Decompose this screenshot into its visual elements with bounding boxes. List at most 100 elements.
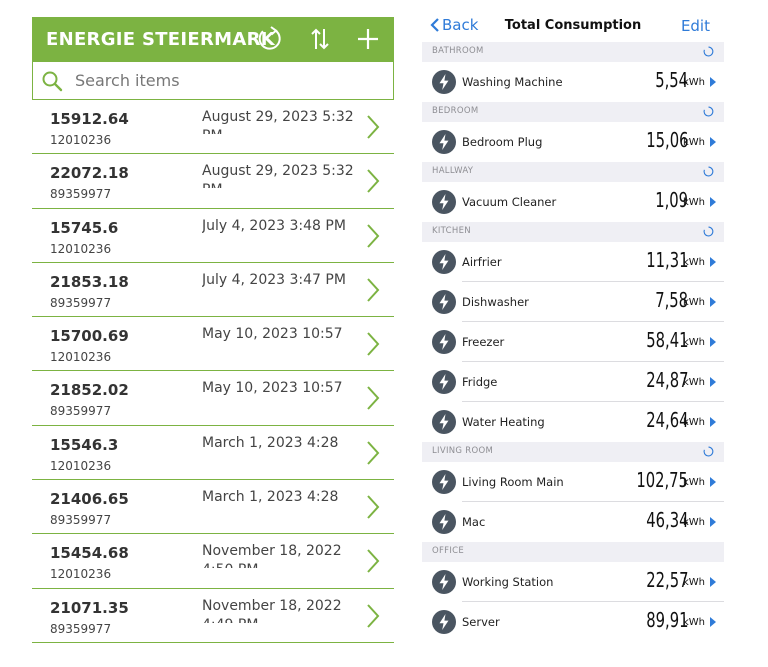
device-list: BATHROOM Washing Machine 5,54 kWh BEDROOM Bed… bbox=[422, 42, 724, 642]
chevron-right-icon[interactable] bbox=[364, 493, 382, 521]
lightning-icon bbox=[432, 410, 456, 434]
disclosure-arrow-icon[interactable] bbox=[710, 617, 716, 627]
disclosure-arrow-icon[interactable] bbox=[710, 137, 716, 147]
disclosure-arrow-icon[interactable] bbox=[710, 377, 716, 387]
device-row[interactable]: Vacuum Cleaner 1,09 kWh bbox=[422, 182, 724, 222]
reading-date: March 1, 2023 4:28 PM bbox=[202, 434, 339, 451]
row-divider bbox=[462, 281, 724, 282]
chevron-right-icon[interactable] bbox=[364, 602, 382, 630]
edit-button[interactable]: Edit bbox=[680, 17, 710, 35]
disclosure-arrow-icon[interactable] bbox=[710, 257, 716, 267]
device-row[interactable]: Airfrier 11,31 kWh bbox=[422, 242, 724, 282]
chevron-right-icon[interactable] bbox=[364, 222, 382, 250]
chevron-right-icon[interactable] bbox=[364, 276, 382, 304]
meter-number: 12010236 bbox=[50, 567, 112, 582]
device-name: Airfrier bbox=[462, 255, 502, 269]
reading-row[interactable]: 15546.3 12010236 March 1, 2023 4:28 PM bbox=[32, 426, 394, 481]
reading-row[interactable]: 15912.64 12010236 August 29, 2023 5:32 PM bbox=[32, 100, 394, 155]
disclosure-arrow-icon[interactable] bbox=[710, 477, 716, 487]
meter-number: 89359977 bbox=[50, 621, 112, 636]
add-icon[interactable] bbox=[352, 23, 384, 55]
chevron-right-icon[interactable] bbox=[364, 113, 382, 141]
consumption-value: 24,87 bbox=[645, 368, 688, 392]
sort-icon[interactable] bbox=[304, 23, 336, 55]
unit-label: kWh bbox=[682, 257, 705, 268]
meter-number: 89359977 bbox=[50, 404, 112, 419]
section-header: HALLWAY bbox=[422, 162, 724, 182]
reading-date: November 18, 2022 4:49 PM bbox=[202, 597, 342, 623]
chevron-right-icon[interactable] bbox=[364, 547, 382, 575]
section-header: OFFICE bbox=[422, 542, 724, 562]
chevron-right-icon[interactable] bbox=[364, 330, 382, 358]
search-input[interactable] bbox=[73, 70, 377, 91]
lightning-icon bbox=[432, 470, 456, 494]
device-name: Dishwasher bbox=[462, 295, 529, 309]
device-row[interactable]: Fridge 24,87 kWh bbox=[422, 362, 724, 402]
loading-spinner-icon bbox=[703, 46, 714, 57]
disclosure-arrow-icon[interactable] bbox=[710, 337, 716, 347]
disclosure-arrow-icon[interactable] bbox=[710, 297, 716, 307]
device-row[interactable]: Dishwasher 7,58 kWh bbox=[422, 282, 724, 322]
reading-row[interactable]: 21071.35 89359977 November 18, 2022 4:49 P… bbox=[32, 589, 394, 643]
section-name: HALLWAY bbox=[432, 166, 474, 176]
refresh-icon[interactable] bbox=[254, 23, 286, 55]
device-row[interactable]: Working Station 22,57 kWh bbox=[422, 562, 724, 602]
back-button[interactable]: Back bbox=[430, 16, 478, 34]
reading-row[interactable]: 21853.18 89359977 July 4, 2023 3:47 PM bbox=[32, 263, 394, 318]
consumption-value: 11,31 bbox=[645, 248, 688, 272]
disclosure-arrow-icon[interactable] bbox=[710, 77, 716, 87]
device-row[interactable]: Washing Machine 5,54 kWh bbox=[422, 62, 724, 102]
chevron-right-icon[interactable] bbox=[364, 167, 382, 195]
row-divider bbox=[462, 501, 724, 502]
row-divider bbox=[462, 601, 724, 602]
unit-label: kWh bbox=[682, 337, 705, 348]
chevron-right-icon[interactable] bbox=[364, 439, 382, 467]
unit-label: kWh bbox=[682, 77, 705, 88]
app-title: ENERGIE STEIERMARK bbox=[46, 29, 275, 50]
loading-spinner-icon bbox=[703, 446, 714, 457]
row-divider bbox=[462, 321, 724, 322]
reading-row[interactable]: 15454.68 12010236 November 18, 2022 4:50 P… bbox=[32, 534, 394, 589]
chevron-right-icon[interactable] bbox=[364, 384, 382, 412]
section-name: KITCHEN bbox=[432, 226, 471, 236]
disclosure-arrow-icon[interactable] bbox=[710, 197, 716, 207]
device-row[interactable]: Freezer 58,41 kWh bbox=[422, 322, 724, 362]
device-name: Freezer bbox=[462, 335, 505, 349]
unit-label: kWh bbox=[682, 377, 705, 388]
disclosure-arrow-icon[interactable] bbox=[710, 517, 716, 527]
device-row[interactable]: Bedroom Plug 15,06 kWh bbox=[422, 122, 724, 162]
reading-row[interactable]: 15745.6 12010236 July 4, 2023 3:48 PM bbox=[32, 209, 394, 263]
device-name: Mac bbox=[462, 515, 486, 529]
disclosure-arrow-icon[interactable] bbox=[710, 577, 716, 587]
loading-spinner-icon bbox=[703, 166, 714, 177]
reading-row[interactable]: 15700.69 12010236 May 10, 2023 10:57 PM bbox=[32, 317, 394, 372]
section-name: LIVING ROOM bbox=[432, 446, 494, 456]
reading-amount: 21852.02 bbox=[50, 381, 129, 400]
device-row[interactable]: Living Room Main 102,75 kWh bbox=[422, 462, 724, 502]
section-header: BEDROOM bbox=[422, 102, 724, 122]
consumption-value: 46,34 bbox=[645, 508, 688, 532]
section-header: LIVING ROOM bbox=[422, 442, 724, 462]
device-name: Server bbox=[462, 615, 500, 629]
chevron-left-icon bbox=[430, 18, 439, 32]
device-row[interactable]: Mac 46,34 kWh bbox=[422, 502, 724, 542]
unit-label: kWh bbox=[682, 477, 705, 488]
consumption-value: 89,91 bbox=[645, 608, 688, 632]
consumption-value: 22,57 bbox=[645, 568, 688, 592]
lightning-icon bbox=[432, 290, 456, 314]
reading-amount: 21406.65 bbox=[50, 490, 129, 509]
reading-date: March 1, 2023 4:28 PM bbox=[202, 489, 339, 506]
reading-row[interactable]: 21406.65 89359977 March 1, 2023 4:28 PM bbox=[32, 480, 394, 535]
device-name: Working Station bbox=[462, 575, 554, 589]
reading-row[interactable]: 22072.18 89359977 August 29, 2023 5:32 PM bbox=[32, 154, 394, 209]
unit-label: kWh bbox=[682, 577, 705, 588]
reading-row[interactable]: 21852.02 89359977 May 10, 2023 10:57 PM bbox=[32, 371, 394, 426]
device-row[interactable]: Water Heating 24,64 kWh bbox=[422, 402, 724, 442]
disclosure-arrow-icon[interactable] bbox=[710, 417, 716, 427]
unit-label: kWh bbox=[682, 297, 705, 308]
row-divider bbox=[462, 361, 724, 362]
device-row[interactable]: Server 89,91 kWh bbox=[422, 602, 724, 642]
reading-amount: 15745.6 bbox=[50, 218, 119, 237]
page-title: Total Consumption bbox=[504, 18, 642, 33]
